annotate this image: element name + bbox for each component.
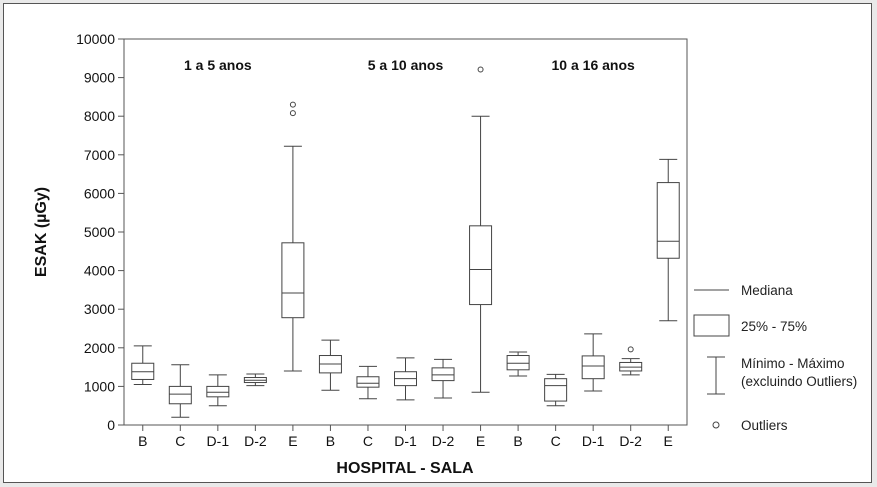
x-tick-label: D-1 [394,433,417,449]
x-tick-label: D-2 [244,433,267,449]
y-tick-label: 10000 [76,31,115,47]
y-tick-label: 4000 [84,263,115,279]
group-label: 10 a 16 anos [552,57,635,73]
x-tick-label: D-1 [582,433,605,449]
legend-box-symbol [693,314,730,337]
y-tick-label: 6000 [84,185,115,201]
x-tick-label: D-2 [432,433,455,449]
x-tick-label: B [326,433,335,449]
box-plot-chart: 0 1000 2000 3000 4000 5000 6000 7000 8000 9000 100… [33,31,857,477]
y-tick-label: 3000 [84,301,115,317]
box-E [656,158,680,322]
box-iqr [431,367,455,382]
box-iqr [656,182,680,259]
y-tick-label: 8000 [84,108,115,124]
x-tick-label: D-1 [207,433,230,449]
x-tick-label: C [363,433,373,449]
legend-outlier-symbol [712,421,720,429]
group-label: 1 a 5 anos [184,57,252,73]
outlier-point [477,66,484,73]
box-iqr [544,378,568,402]
legend-label-box: 25% - 75% [741,319,807,334]
legend-label-whisker-line1: Mínimo - Máximo [741,356,845,371]
y-tick-label: 9000 [84,70,115,86]
y-tick-label: 2000 [84,340,115,356]
y-axis-label: ESAK (µGy) [33,187,50,277]
box-C [544,373,568,407]
box-D-1 [581,333,605,392]
box-C [168,364,192,418]
box-D-1 [206,374,230,407]
box-D-1 [394,357,417,401]
box-B [506,351,530,377]
x-tick-label: C [551,433,561,449]
box-B [318,339,342,391]
x-tick-label: C [175,433,185,449]
box-E [469,66,493,393]
legend-label-whisker-line2: (excluindo Outliers) [741,374,857,389]
plot-area-border [123,38,688,426]
y-tick-label: 7000 [84,147,115,163]
x-tick-label: E [664,433,673,449]
outlier-point [289,110,296,117]
x-tick-label: E [476,433,485,449]
legend-label-median: Mediana [741,283,793,298]
box-C [356,365,380,400]
box-iqr [206,385,230,398]
y-tick-label: 1000 [84,378,115,394]
legend: Mediana 25% - 75% Mínimo - Máximo (excluind… [693,283,857,433]
x-axis-label: HOSPITAL - SALA [336,460,474,477]
x-tick-label: D-2 [619,433,642,449]
x-tick-label: B [138,433,147,449]
box-iqr [281,242,305,319]
box-iqr [469,225,493,306]
outlier-point [289,101,296,108]
box-B [131,345,155,385]
outlier-point [627,346,634,353]
chart-frame: 0 1000 2000 3000 4000 5000 6000 7000 8000 9000 100… [3,3,872,483]
box-D-2 [431,358,455,399]
legend-label-outliers: Outliers [741,418,788,433]
box-iqr [168,385,192,405]
box-iqr [506,355,530,371]
box-iqr [581,355,605,380]
box-iqr [356,376,380,388]
x-tick-label: E [288,433,297,449]
box-E [281,101,305,372]
box-D-2 [243,373,267,387]
y-tick-label: 0 [107,417,115,433]
x-tick-label: B [513,433,522,449]
group-label: 5 a 10 anos [368,57,444,73]
y-tick-label: 5000 [84,224,115,240]
box-D-2 [619,346,643,376]
